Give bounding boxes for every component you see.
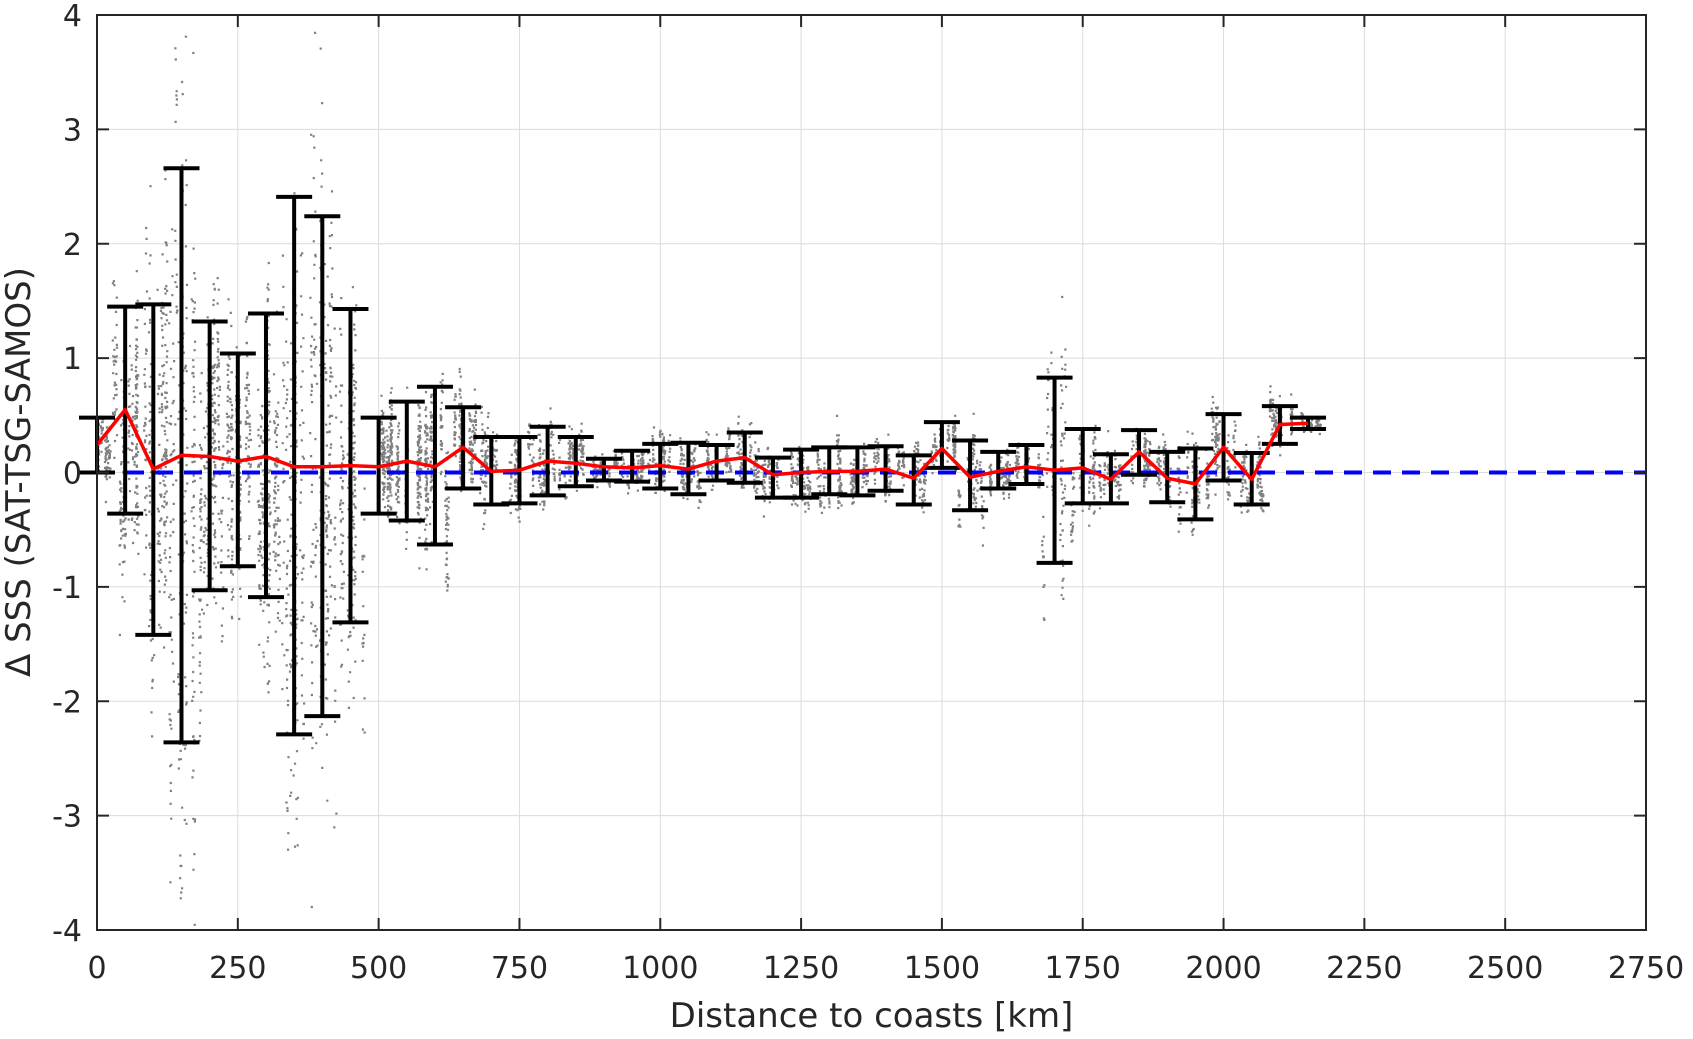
x-axis-ticks: 0 250 500 750 1000 1250 1500 1750 2000 2250 2500 27… bbox=[87, 15, 1684, 986]
y-axis-ticks: -4 -3 -2 -1 0 1 2 3 4 bbox=[52, 0, 1646, 949]
x-tick-label: 250 bbox=[209, 951, 266, 986]
x-tick-label: 2500 bbox=[1467, 951, 1543, 986]
errorbar bbox=[1008, 443, 1045, 486]
y-tick-label: -2 bbox=[52, 685, 82, 720]
x-tick-label: 1000 bbox=[622, 951, 698, 986]
mean-polyline bbox=[95, 407, 1309, 486]
x-tick-label: 1500 bbox=[904, 951, 980, 986]
y-tick-label: -4 bbox=[52, 914, 82, 949]
y-tick-label: 3 bbox=[63, 113, 82, 148]
y-tick-label: -3 bbox=[52, 800, 82, 835]
x-tick-label: 500 bbox=[350, 951, 407, 986]
x-tick-label: 1250 bbox=[763, 951, 839, 986]
x-tick-label: 750 bbox=[491, 951, 548, 986]
x-tick-label: 2250 bbox=[1326, 951, 1402, 986]
x-axis-title: Distance to coasts [km] bbox=[670, 996, 1074, 1035]
errorbar bbox=[923, 420, 960, 470]
x-tick-label: 0 bbox=[87, 951, 106, 986]
y-tick-label: 2 bbox=[63, 228, 82, 263]
mean-line bbox=[95, 407, 1309, 486]
y-tick-label: 1 bbox=[63, 342, 82, 377]
y-axis-title: Δ SSS (SAT-TSG-SAMOS) bbox=[0, 267, 39, 677]
y-tick-label: 4 bbox=[63, 0, 82, 34]
errorbars bbox=[79, 166, 1327, 745]
y-tick-label: -1 bbox=[52, 571, 82, 606]
y-tick-label: 0 bbox=[63, 457, 82, 492]
x-tick-label: 2000 bbox=[1185, 951, 1261, 986]
errorbar bbox=[1290, 415, 1327, 432]
x-tick-label: 2750 bbox=[1608, 951, 1684, 986]
x-tick-label: 1750 bbox=[1045, 951, 1121, 986]
